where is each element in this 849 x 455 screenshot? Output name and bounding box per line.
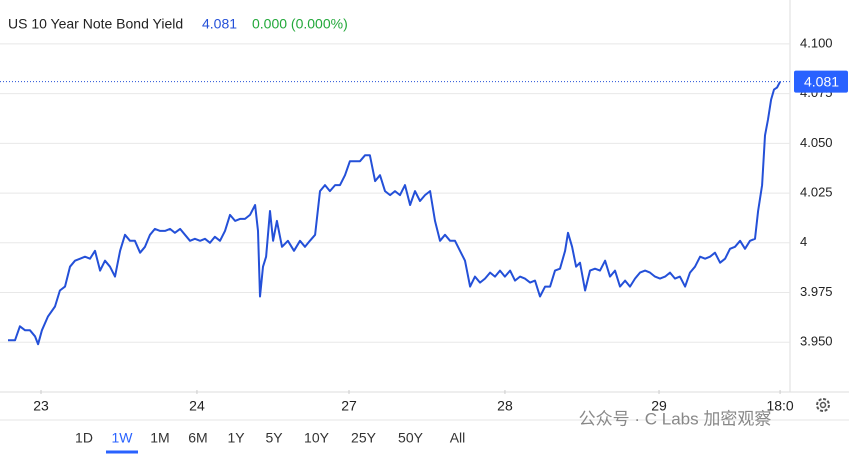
y-tick-label: 4 bbox=[800, 234, 807, 249]
y-tick-label: 4.025 bbox=[800, 185, 833, 200]
x-tick-label: 18:0 bbox=[766, 398, 793, 414]
price-line bbox=[8, 81, 781, 346]
last-price-tag bbox=[794, 70, 848, 93]
watermark: 公众号 · C Labs 加密观察 bbox=[579, 409, 772, 428]
range-button[interactable]: 6M bbox=[188, 430, 207, 446]
range-button[interactable]: 5Y bbox=[265, 430, 283, 446]
price-change: 0.000 (0.000%) bbox=[252, 16, 348, 32]
y-tick-label: 4.100 bbox=[800, 35, 833, 50]
range-button[interactable]: 25Y bbox=[351, 430, 377, 446]
range-button[interactable]: 10Y bbox=[304, 430, 330, 446]
last-price-tag-label: 4.081 bbox=[804, 73, 839, 89]
range-button[interactable]: 50Y bbox=[398, 430, 424, 446]
settings-icon[interactable] bbox=[816, 398, 830, 412]
range-button[interactable]: All bbox=[450, 430, 466, 446]
range-button[interactable]: 1Y bbox=[227, 430, 245, 446]
last-price: 4.081 bbox=[202, 16, 237, 32]
x-tick-label: 23 bbox=[33, 398, 49, 414]
x-tick-label: 29 bbox=[651, 398, 667, 414]
y-tick-label: 3.975 bbox=[800, 284, 833, 299]
chart-title: US 10 Year Note Bond Yield bbox=[8, 16, 183, 32]
y-tick-label: 3.950 bbox=[800, 334, 833, 349]
range-button[interactable]: 1M bbox=[150, 430, 169, 446]
x-tick-label: 28 bbox=[497, 398, 513, 414]
x-tick-label: 27 bbox=[341, 398, 357, 414]
range-button[interactable]: 1W bbox=[112, 430, 134, 446]
range-button[interactable]: 1D bbox=[75, 430, 93, 446]
x-tick-label: 24 bbox=[189, 398, 205, 414]
y-tick-label: 4.050 bbox=[800, 135, 833, 150]
